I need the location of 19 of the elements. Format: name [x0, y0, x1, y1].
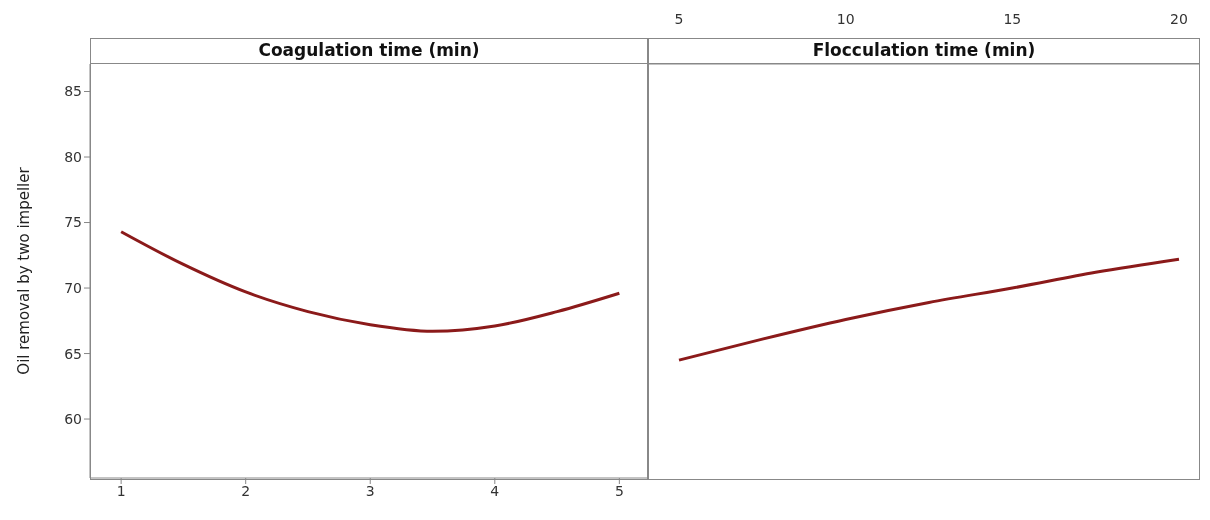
y-tick-label: 70 — [64, 280, 82, 296]
line-series — [119, 230, 621, 333]
y-tick-label: 75 — [64, 214, 82, 231]
x-tick-label: 3 — [365, 482, 375, 499]
y-tick-label: 65 — [64, 345, 82, 362]
y-tick-label: 80 — [64, 148, 82, 165]
x-tick-label: 5 — [614, 482, 624, 499]
y-tick-label: 85 — [64, 83, 82, 100]
x-tick-label: 2 — [241, 482, 251, 499]
x-tick-label: 20 — [1170, 11, 1188, 27]
x-tick-label: 10 — [836, 11, 855, 27]
x-tick-label: 4 — [490, 482, 500, 499]
y-axis-title: Oil removal by two impeller — [15, 166, 34, 375]
x-tick-label: 1 — [116, 482, 126, 499]
x-tick-label: 15 — [1003, 11, 1022, 27]
chart-title: Flocculation time (min) — [648, 38, 1200, 64]
chart-title: Coagulation time (min) — [90, 38, 648, 64]
x-tick-label: 5 — [674, 11, 684, 27]
y-tick-label: 60 — [64, 411, 82, 428]
